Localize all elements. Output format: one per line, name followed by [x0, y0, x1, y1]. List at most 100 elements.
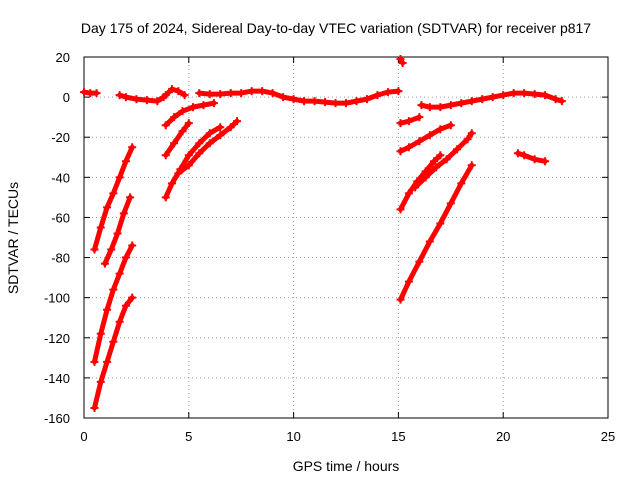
y-tick-label: -40 — [51, 170, 70, 185]
data-point — [161, 121, 170, 130]
data-point — [170, 113, 179, 122]
data-point — [184, 151, 193, 160]
series-arc-east-5 — [161, 99, 218, 130]
data-point — [467, 161, 476, 170]
data-point — [436, 219, 445, 228]
data-point — [103, 305, 112, 314]
data-point — [396, 205, 405, 214]
chart-title: Day 175 of 2024, Sidereal Day-to-day VTE… — [81, 20, 591, 36]
series-arc-east-1 — [90, 143, 137, 254]
y-tick-label: -140 — [44, 371, 70, 386]
data-point — [310, 97, 319, 106]
data-point — [436, 103, 445, 112]
data-point — [216, 131, 225, 140]
data-point — [436, 125, 445, 134]
data-point — [411, 183, 420, 192]
series-arc-west-4 — [411, 129, 476, 192]
series-arc-west-3 — [396, 151, 445, 214]
data-point — [161, 193, 170, 202]
data-point — [205, 139, 214, 148]
data-point — [467, 97, 476, 106]
data-point — [425, 103, 434, 112]
x-tick-label: 0 — [80, 429, 87, 444]
grid-lines — [84, 57, 608, 418]
plot-frame — [83, 56, 609, 419]
data-point — [178, 127, 187, 136]
series-arc-near-zero-a — [80, 88, 101, 98]
data-point — [184, 161, 193, 170]
data-point — [90, 403, 99, 412]
data-point — [226, 123, 235, 132]
data-point — [331, 99, 340, 108]
data-point — [430, 157, 439, 166]
y-tick-label: -160 — [44, 411, 70, 426]
data-point — [396, 55, 405, 64]
data-point — [453, 145, 462, 154]
data-point — [446, 101, 455, 110]
series-arc-west-5 — [396, 161, 476, 304]
y-tick-label: -120 — [44, 331, 70, 346]
data-point — [142, 96, 151, 105]
series-arc-east-4 — [90, 293, 137, 412]
data-point — [188, 103, 197, 112]
data-point — [113, 229, 122, 238]
data-point — [100, 259, 109, 268]
data-point — [170, 139, 179, 148]
data-point — [180, 91, 189, 100]
data-point — [467, 129, 476, 138]
data-point — [398, 59, 407, 68]
data-point — [446, 199, 455, 208]
data-point — [195, 89, 204, 98]
data-point — [195, 149, 204, 158]
x-axis-label: GPS time / hours — [293, 458, 400, 474]
data-point — [119, 209, 128, 218]
x-tick-label: 25 — [601, 429, 615, 444]
data-point — [557, 97, 566, 106]
series-trace — [418, 90, 565, 110]
data-point — [394, 87, 403, 96]
data-point — [195, 139, 204, 148]
data-point — [90, 245, 99, 254]
series-trace — [397, 152, 443, 212]
x-tick-label: 20 — [496, 429, 510, 444]
data-point — [478, 95, 487, 104]
data-point — [115, 269, 124, 278]
data-point — [80, 88, 88, 97]
data-point — [103, 357, 112, 366]
series-arc-west-2 — [396, 121, 455, 156]
data-point — [247, 87, 256, 96]
data-point — [415, 113, 424, 122]
data-point — [115, 91, 124, 100]
data-point — [396, 147, 405, 156]
data-point — [289, 95, 298, 104]
data-point — [321, 98, 330, 107]
data-point — [415, 257, 424, 266]
data-point — [268, 89, 277, 98]
data-point — [92, 89, 101, 98]
series-arc-east-3 — [90, 241, 137, 366]
data-point — [96, 377, 105, 386]
data-point — [396, 295, 405, 304]
data-point — [362, 95, 371, 104]
data-point — [421, 173, 430, 182]
data-point — [168, 85, 177, 94]
data-point — [457, 179, 466, 188]
data-point — [541, 157, 550, 166]
data-point — [153, 97, 162, 106]
data-point — [103, 203, 112, 212]
data-point — [463, 135, 472, 144]
series-arc-near-zero-f — [417, 89, 566, 112]
data-point — [352, 97, 361, 106]
data-point — [436, 151, 445, 160]
data-point — [184, 119, 193, 128]
data-point — [258, 87, 267, 96]
y-axis-label: SDTVAR / TECUs — [5, 182, 21, 294]
data-point — [417, 101, 426, 110]
data-point — [342, 99, 350, 108]
data-point — [509, 89, 518, 98]
axis-ticks: 0 5 10 15 20 25 20 0 -20 -40 -60 -80 -100 -120 -140 -16… — [44, 50, 615, 444]
data-point — [541, 91, 550, 100]
data-point — [121, 93, 130, 102]
data-point — [383, 88, 392, 97]
data-point — [300, 97, 309, 106]
